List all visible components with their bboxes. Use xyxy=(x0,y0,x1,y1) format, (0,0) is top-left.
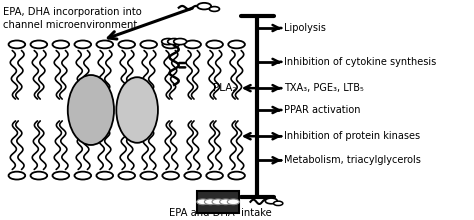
Circle shape xyxy=(118,172,135,180)
Text: EPA, DHA incorporation into
channel microenvironment: EPA, DHA incorporation into channel micr… xyxy=(3,7,142,30)
Circle shape xyxy=(163,40,179,48)
Circle shape xyxy=(74,172,91,180)
Circle shape xyxy=(53,40,69,48)
Ellipse shape xyxy=(116,77,158,143)
Text: PLA₂: PLA₂ xyxy=(213,83,237,93)
Circle shape xyxy=(273,201,283,205)
Circle shape xyxy=(53,172,69,180)
Circle shape xyxy=(204,199,217,205)
Circle shape xyxy=(9,40,25,48)
Circle shape xyxy=(173,38,187,45)
Circle shape xyxy=(206,172,223,180)
Text: EPA and DHA  intake: EPA and DHA intake xyxy=(169,208,272,218)
Circle shape xyxy=(118,40,135,48)
Circle shape xyxy=(96,40,113,48)
Circle shape xyxy=(184,40,201,48)
Circle shape xyxy=(265,198,277,204)
Circle shape xyxy=(210,7,219,11)
Circle shape xyxy=(140,172,157,180)
Text: TXA₃, PGE₃, LTB₅: TXA₃, PGE₃, LTB₅ xyxy=(284,83,364,93)
Circle shape xyxy=(184,172,201,180)
Circle shape xyxy=(228,172,245,180)
Circle shape xyxy=(163,172,179,180)
Ellipse shape xyxy=(68,75,114,145)
Circle shape xyxy=(206,40,223,48)
Circle shape xyxy=(197,3,211,9)
Bar xyxy=(197,191,239,213)
Text: Inhibition of protein kinases: Inhibition of protein kinases xyxy=(284,131,420,141)
Circle shape xyxy=(30,40,47,48)
Circle shape xyxy=(228,40,245,48)
Circle shape xyxy=(140,40,157,48)
Text: Inhibition of cytokine synthesis: Inhibition of cytokine synthesis xyxy=(284,57,437,67)
Circle shape xyxy=(168,38,181,45)
Circle shape xyxy=(9,172,25,180)
Circle shape xyxy=(96,172,113,180)
Text: Lipolysis: Lipolysis xyxy=(284,23,326,33)
Circle shape xyxy=(74,40,91,48)
Circle shape xyxy=(197,199,209,205)
Text: PPAR activation: PPAR activation xyxy=(284,105,361,115)
Circle shape xyxy=(30,172,47,180)
Circle shape xyxy=(228,199,239,205)
Circle shape xyxy=(220,199,232,205)
Text: Metabolism, triacylglycerols: Metabolism, triacylglycerols xyxy=(284,155,421,165)
Circle shape xyxy=(212,199,224,205)
Circle shape xyxy=(162,38,174,45)
